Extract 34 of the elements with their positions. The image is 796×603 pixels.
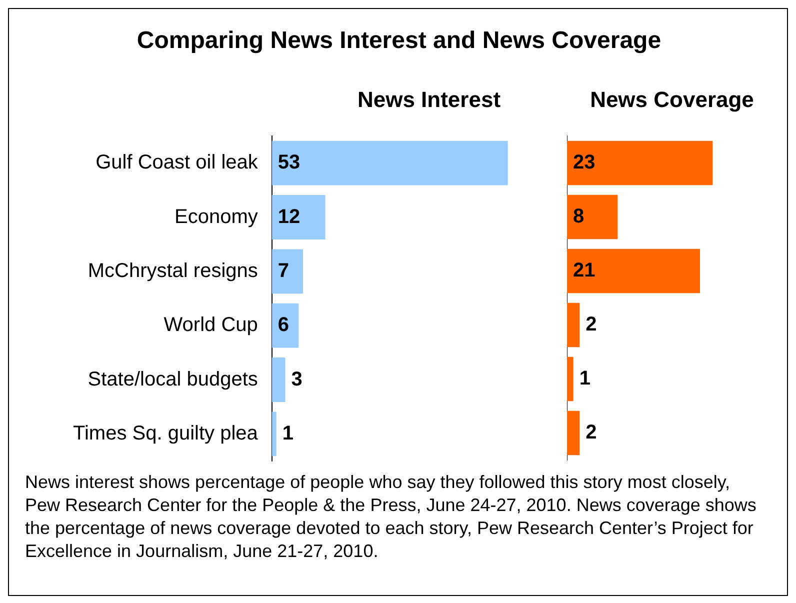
- data-label: 8: [573, 206, 584, 228]
- bar: [272, 249, 304, 294]
- bar: [567, 248, 700, 294]
- bar: [567, 140, 713, 186]
- data-label: 12: [278, 206, 300, 228]
- y-tick-label: Economy: [174, 206, 258, 228]
- bar: [272, 195, 326, 240]
- chart-title: News Coverage: [589, 87, 755, 114]
- data-label: 6: [278, 314, 290, 336]
- data-label: 21: [573, 260, 596, 282]
- bar: [567, 302, 580, 348]
- y-tick-label: World Cup: [164, 314, 258, 336]
- data-label: 7: [278, 260, 290, 282]
- bar: [272, 412, 276, 456]
- chart-title: Comparing News Interest and News Coverage: [136, 27, 662, 55]
- data-label: 2: [586, 422, 597, 444]
- y-tick-label: State/local budgets: [88, 368, 258, 390]
- data-label: 23: [573, 152, 596, 174]
- data-label: 1: [282, 422, 294, 444]
- data-label: 1: [579, 368, 590, 390]
- y-tick-label: McChrystal resigns: [88, 260, 258, 282]
- text: News interest shows percentage of people who say they followed this story most closely, Pew Research Center for the People & the Press, June 24-27, 2010. News coverage shows the percentage of news coverage devoted to each story, Pew Research Center’s Project for Excellence in Journalism, June 21-27, 2010.: [25, 471, 758, 563]
- bar: [272, 140, 508, 186]
- bar: [272, 358, 286, 402]
- chart-subtitle: News Interest: [356, 87, 502, 114]
- data-label: 2: [586, 314, 597, 336]
- bar: [567, 194, 618, 240]
- data-label: 53: [278, 152, 300, 174]
- data-label: 3: [291, 368, 302, 390]
- bar: [272, 303, 299, 348]
- bar: [567, 356, 574, 402]
- y-tick-label: Gulf Coast oil leak: [96, 152, 259, 174]
- y-tick-label: Times Sq. guilty plea: [72, 422, 259, 444]
- bar: [567, 410, 580, 456]
